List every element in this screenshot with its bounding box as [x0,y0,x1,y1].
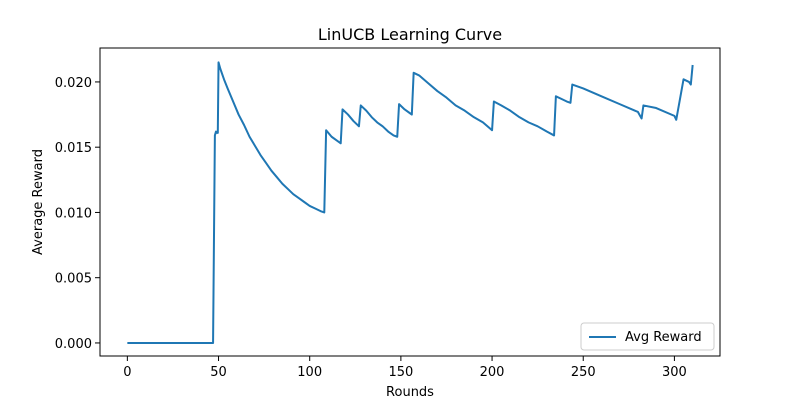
y-tick-label: 0.020 [55,76,92,91]
x-tick-label: 0 [123,365,131,380]
y-tick-label: 0.015 [55,141,92,156]
x-axis-label: Rounds [386,385,434,400]
y-axis-label: Average Reward [31,149,46,255]
x-tick-label: 150 [388,365,413,380]
x-tick-label: 100 [297,365,322,380]
y-tick-label: 0.005 [55,272,92,287]
plot-area: 0 50 100 150 200 250 300 0.000 0.005 0.010 0.015 0.… [55,47,721,380]
legend: Avg Reward [580,322,715,351]
x-tick-label: 50 [210,365,227,380]
axes-frame [99,47,721,357]
y-tick-label: 0.010 [55,206,92,221]
x-tick-label: 250 [571,365,596,380]
series-line-avg-reward [127,61,694,344]
x-tick-label: 300 [662,365,687,380]
legend-frame [580,322,715,351]
y-tick-label: 0.000 [55,337,92,352]
chart-title: LinUCB Learning Curve [318,25,502,44]
legend-label: Avg Reward [625,330,702,345]
x-tick-label: 200 [480,365,505,380]
